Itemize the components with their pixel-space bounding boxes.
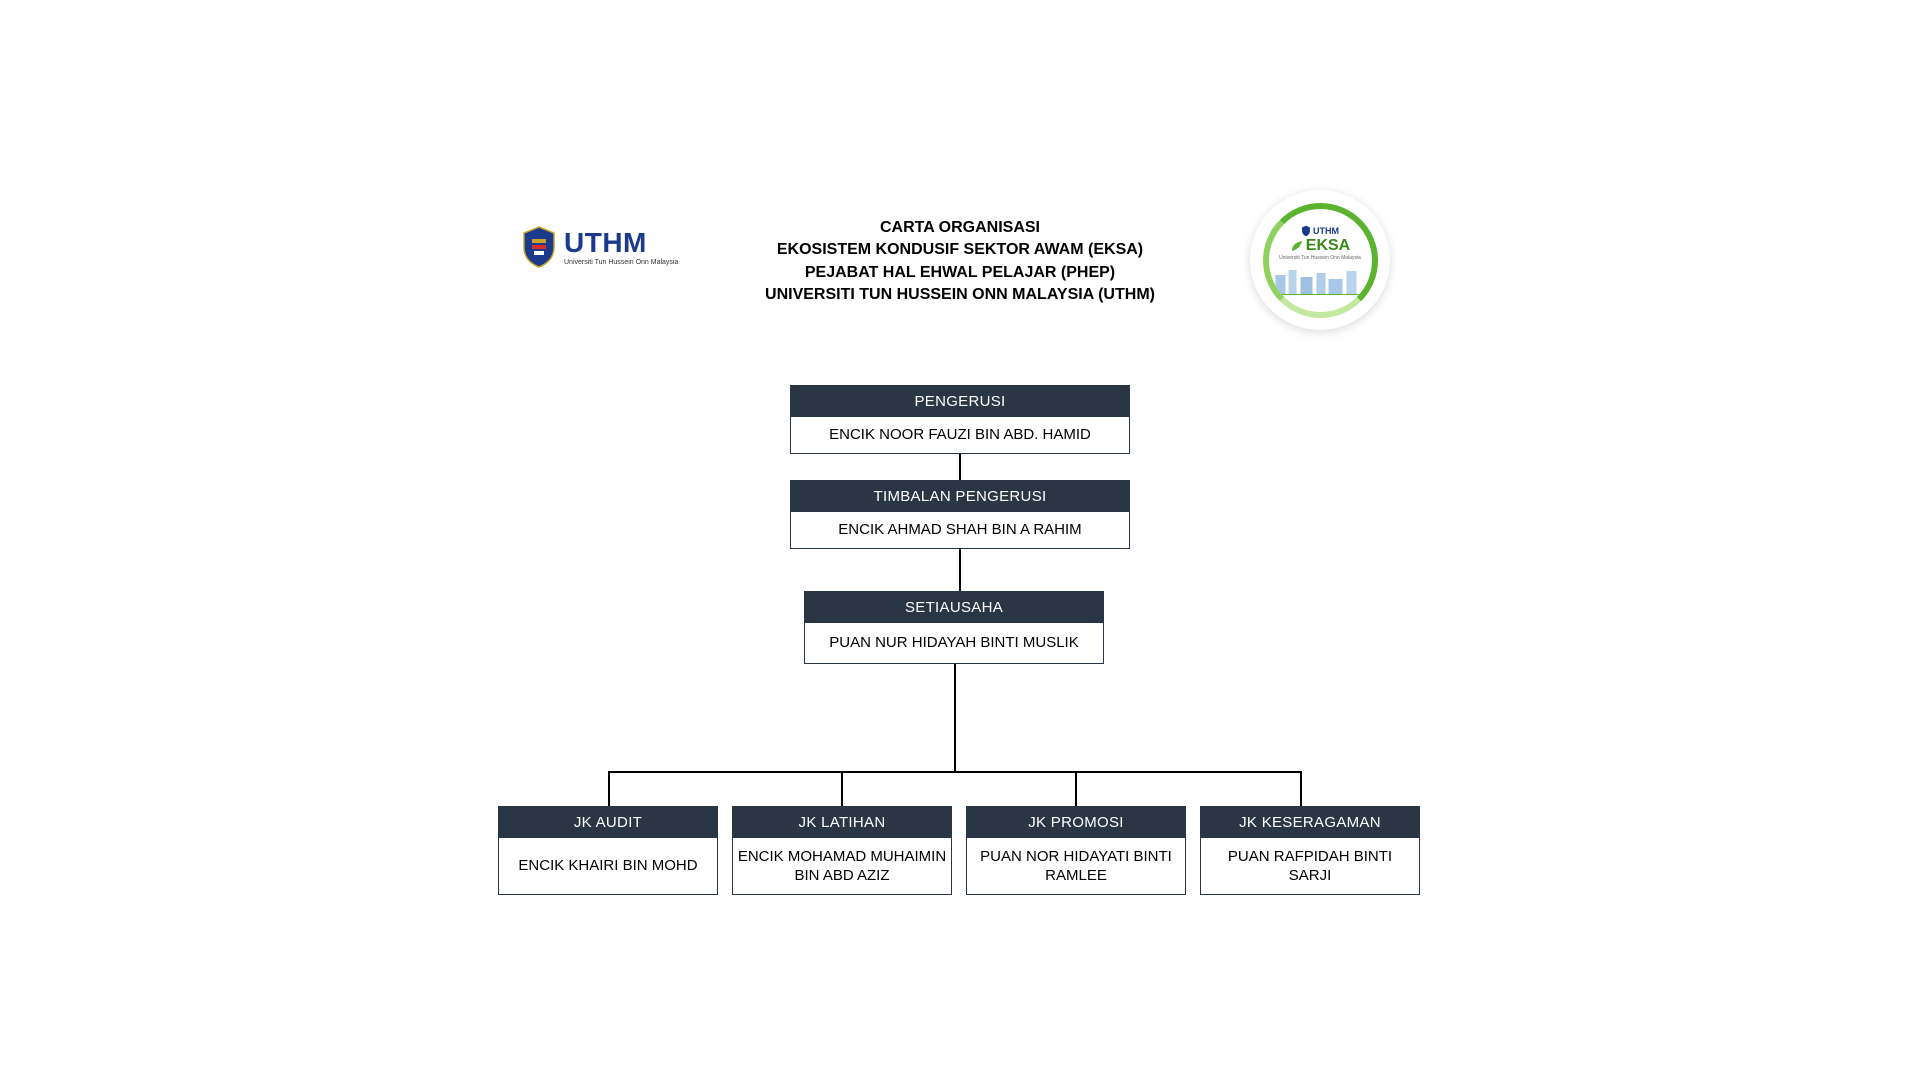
title-line-3: PEJABAT HAL EHWAL PELAJAR (PHEP) (765, 262, 1155, 284)
node-title: JK AUDIT (499, 807, 717, 838)
node-body: ENCIK KHAIRI BIN MOHD (499, 838, 717, 894)
node-title: JK PROMOSI (967, 807, 1185, 838)
node-title: TIMBALAN PENGERUSI (791, 481, 1129, 512)
node-title: PENGERUSI (791, 386, 1129, 417)
connector (959, 454, 961, 480)
shield-icon (520, 225, 558, 269)
connector (954, 664, 956, 771)
title-line-1: CARTA ORGANISASI (765, 217, 1155, 239)
connector (959, 549, 961, 591)
node-pengerusi: PENGERUSI ENCIK NOOR FAUZI BIN ABD. HAMI… (790, 385, 1130, 454)
node-title: JK LATIHAN (733, 807, 951, 838)
uthm-logo-subtitle: Universiti Tun Hussein Onn Malaysia (564, 259, 678, 266)
node-body: ENCIK NOOR FAUZI BIN ABD. HAMID (791, 417, 1129, 453)
uthm-logo-text: UTHM Universiti Tun Hussein Onn Malaysia (564, 229, 678, 266)
connector (608, 771, 1302, 773)
eksa-logo-right: UTHM EKSA Universiti Tun Hussein Onn Mal… (1250, 190, 1390, 330)
uthm-logo-title: UTHM (564, 229, 678, 257)
page: UTHM Universiti Tun Hussein Onn Malaysia… (240, 135, 1680, 945)
page-title: CARTA ORGANISASI EKOSISTEM KONDUSIF SEKT… (765, 217, 1155, 307)
uthm-logo-left: UTHM Universiti Tun Hussein Onn Malaysia (520, 225, 678, 269)
title-line-2: EKOSISTEM KONDUSIF SEKTOR AWAM (EKSA) (765, 239, 1155, 261)
leaf-icon (1290, 239, 1304, 253)
eksa-logo-inner: UTHM EKSA Universiti Tun Hussein Onn Mal… (1263, 203, 1378, 318)
eksa-uthm-text: UTHM (1313, 226, 1339, 236)
connector (1300, 771, 1302, 806)
node-setiausaha: SETIAUSAHA PUAN NUR HIDAYAH BINTI MUSLIK (804, 591, 1104, 664)
skyline-icon (1269, 265, 1372, 295)
connector (608, 771, 610, 806)
mini-shield-icon (1301, 225, 1311, 237)
eksa-label-text: EKSA (1306, 237, 1350, 255)
node-body: ENCIK MOHAMAD MUHAIMIN BIN ABD AZIZ (733, 838, 951, 894)
connector (841, 771, 843, 806)
node-body: ENCIK AHMAD SHAH BIN A RAHIM (791, 512, 1129, 548)
node-jk-latihan: JK LATIHAN ENCIK MOHAMAD MUHAIMIN BIN AB… (732, 806, 952, 895)
node-jk-promosi: JK PROMOSI PUAN NOR HIDAYATI BINTI RAMLE… (966, 806, 1186, 895)
node-title: JK KESERAGAMAN (1201, 807, 1419, 838)
title-line-4: UNIVERSITI TUN HUSSEIN ONN MALAYSIA (UTH… (765, 284, 1155, 306)
node-jk-keseragaman: JK KESERAGAMAN PUAN RAFPIDAH BINTI SARJI (1200, 806, 1420, 895)
node-body: PUAN NUR HIDAYAH BINTI MUSLIK (805, 623, 1103, 663)
node-jk-audit: JK AUDIT ENCIK KHAIRI BIN MOHD (498, 806, 718, 895)
node-body: PUAN NOR HIDAYATI BINTI RAMLEE (967, 838, 1185, 894)
node-timbalan: TIMBALAN PENGERUSI ENCIK AHMAD SHAH BIN … (790, 480, 1130, 549)
node-body: PUAN RAFPIDAH BINTI SARJI (1201, 838, 1419, 894)
eksa-subtitle: Universiti Tun Hussein Onn Malaysia (1279, 255, 1361, 261)
node-title: SETIAUSAHA (805, 592, 1103, 623)
connector (1075, 771, 1077, 806)
